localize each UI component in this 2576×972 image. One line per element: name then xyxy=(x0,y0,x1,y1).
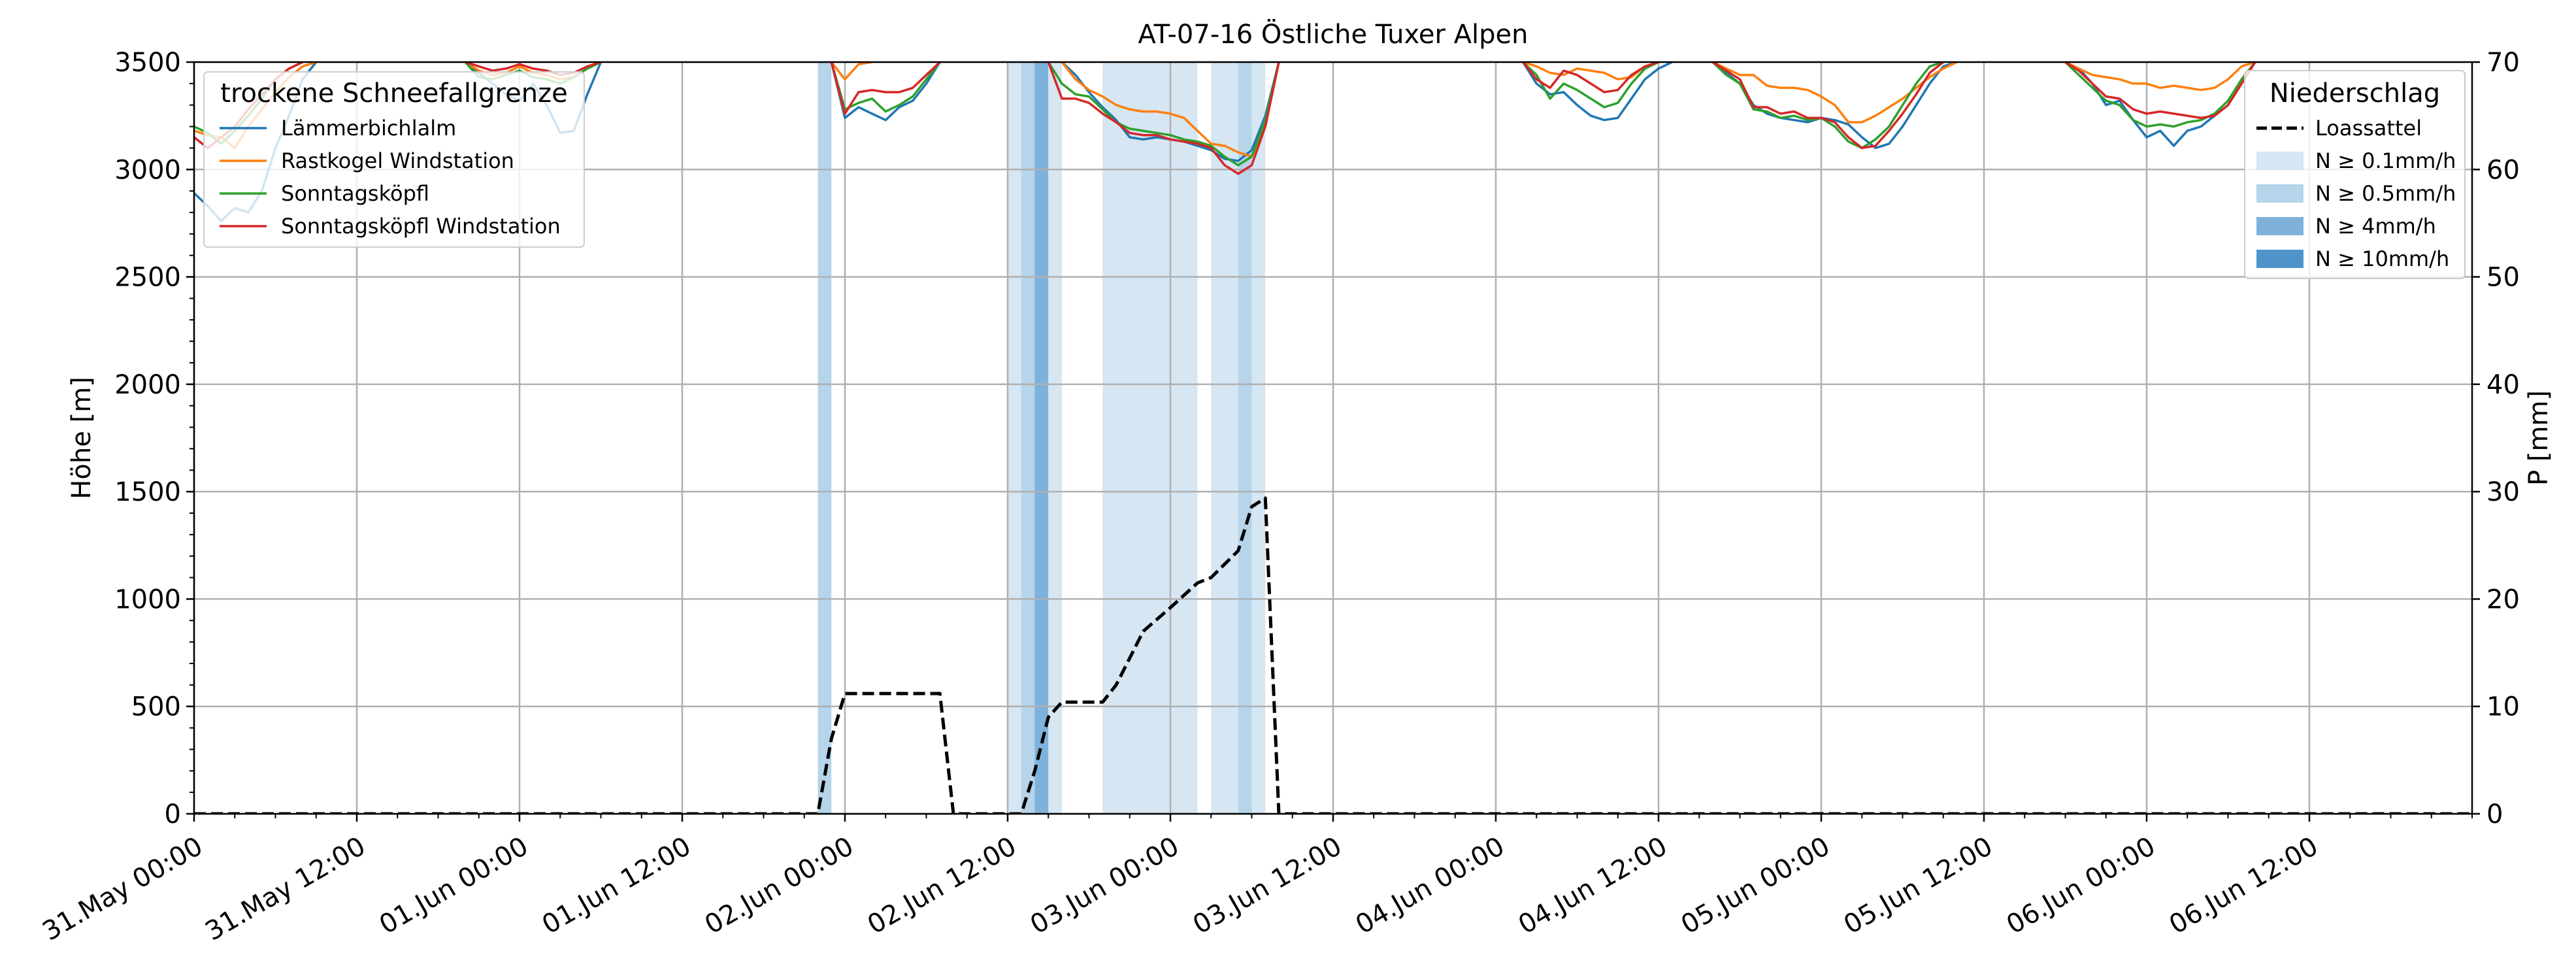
legend-precip-swatch xyxy=(2256,152,2304,170)
series-line-segment xyxy=(1047,62,1280,167)
precip-band xyxy=(1021,62,1035,814)
series-line-segment xyxy=(830,62,941,122)
y-tick-label-left: 1500 xyxy=(114,477,181,507)
precip-bands xyxy=(817,62,1266,814)
legend-precip-label: N ≥ 4mm/h xyxy=(2315,214,2436,239)
legend-precip-label: N ≥ 0.1mm/h xyxy=(2315,148,2456,173)
series-line-segment xyxy=(1061,62,1280,158)
y-tick-label-left: 1000 xyxy=(114,584,181,614)
legend-precip-swatch xyxy=(2256,217,2304,235)
legend-precip-label: Loassattel xyxy=(2315,116,2422,141)
y-axis-label-right: P [mm] xyxy=(2524,390,2554,486)
series-line-segment xyxy=(1522,62,1659,81)
y-axis-label-left: Höhe [m] xyxy=(67,377,97,499)
series-line-segment xyxy=(830,62,872,81)
series-line-segment xyxy=(1712,62,1944,150)
y-tick-label-right: 50 xyxy=(2486,263,2520,293)
y-tick-label-left: 3000 xyxy=(114,155,181,185)
series-line-segment xyxy=(2064,62,2256,128)
y-tick-label-right: 70 xyxy=(2486,48,2520,78)
legend-snow-label: Sonntagsköpfl Windstation xyxy=(281,214,561,239)
legend-precip-swatch xyxy=(2256,184,2304,203)
precip-band xyxy=(817,62,832,814)
y-tick-label-left: 3500 xyxy=(114,48,181,78)
legend-snow-label: Rastkogel Windstation xyxy=(281,148,514,173)
y-tick-label-left: 500 xyxy=(131,692,181,722)
series-line-segment xyxy=(2064,62,2256,120)
series-line-segment xyxy=(1047,62,1280,175)
precip-band xyxy=(1048,62,1062,814)
precip-band xyxy=(1008,62,1021,814)
precip-band xyxy=(1211,62,1238,814)
y-tick-label-left: 0 xyxy=(165,799,181,830)
legend-snow-title: trockene Schneefallgrenze xyxy=(220,78,567,109)
legend-snow-box xyxy=(203,71,585,248)
y-tick-label-left: 2000 xyxy=(114,370,181,400)
series-line-segment xyxy=(2064,62,2256,92)
series-line-segment xyxy=(830,62,941,115)
y-tick-label-right: 40 xyxy=(2486,370,2520,400)
precip-band xyxy=(1251,62,1266,814)
legend-precip-title: Niederschlag xyxy=(2270,78,2440,109)
legend-precip-label: N ≥ 0.5mm/h xyxy=(2315,181,2456,206)
series-line-segment xyxy=(1522,62,1659,93)
precip-band xyxy=(1034,62,1049,814)
series-line-segment xyxy=(1522,62,1659,109)
y-tick-label-right: 20 xyxy=(2486,584,2520,614)
legend-snow-label: Lämmerbichlalm xyxy=(281,116,456,141)
legend-snow-label: Sonntagsköpfl xyxy=(281,181,429,206)
legend-precip-swatch xyxy=(2256,250,2304,268)
y-tick-label-left: 2500 xyxy=(114,263,181,293)
series-line-segment xyxy=(1712,62,1958,124)
chart-title: AT-07-16 Östliche Tuxer Alpen xyxy=(1138,18,1528,50)
legends: trockene Schneefallgrenze Lämmerbichlalm R… xyxy=(203,70,2466,279)
precip-band xyxy=(1102,62,1198,814)
y-tick-label-right: 0 xyxy=(2486,799,2503,830)
y-tick-label-right: 30 xyxy=(2486,477,2520,507)
y-tick-label-right: 60 xyxy=(2486,155,2520,185)
legend-precip-label: N ≥ 10mm/h xyxy=(2315,246,2449,271)
y-tick-label-right: 10 xyxy=(2486,692,2520,722)
series-line-segment xyxy=(465,62,602,76)
precip-band xyxy=(1238,62,1252,814)
